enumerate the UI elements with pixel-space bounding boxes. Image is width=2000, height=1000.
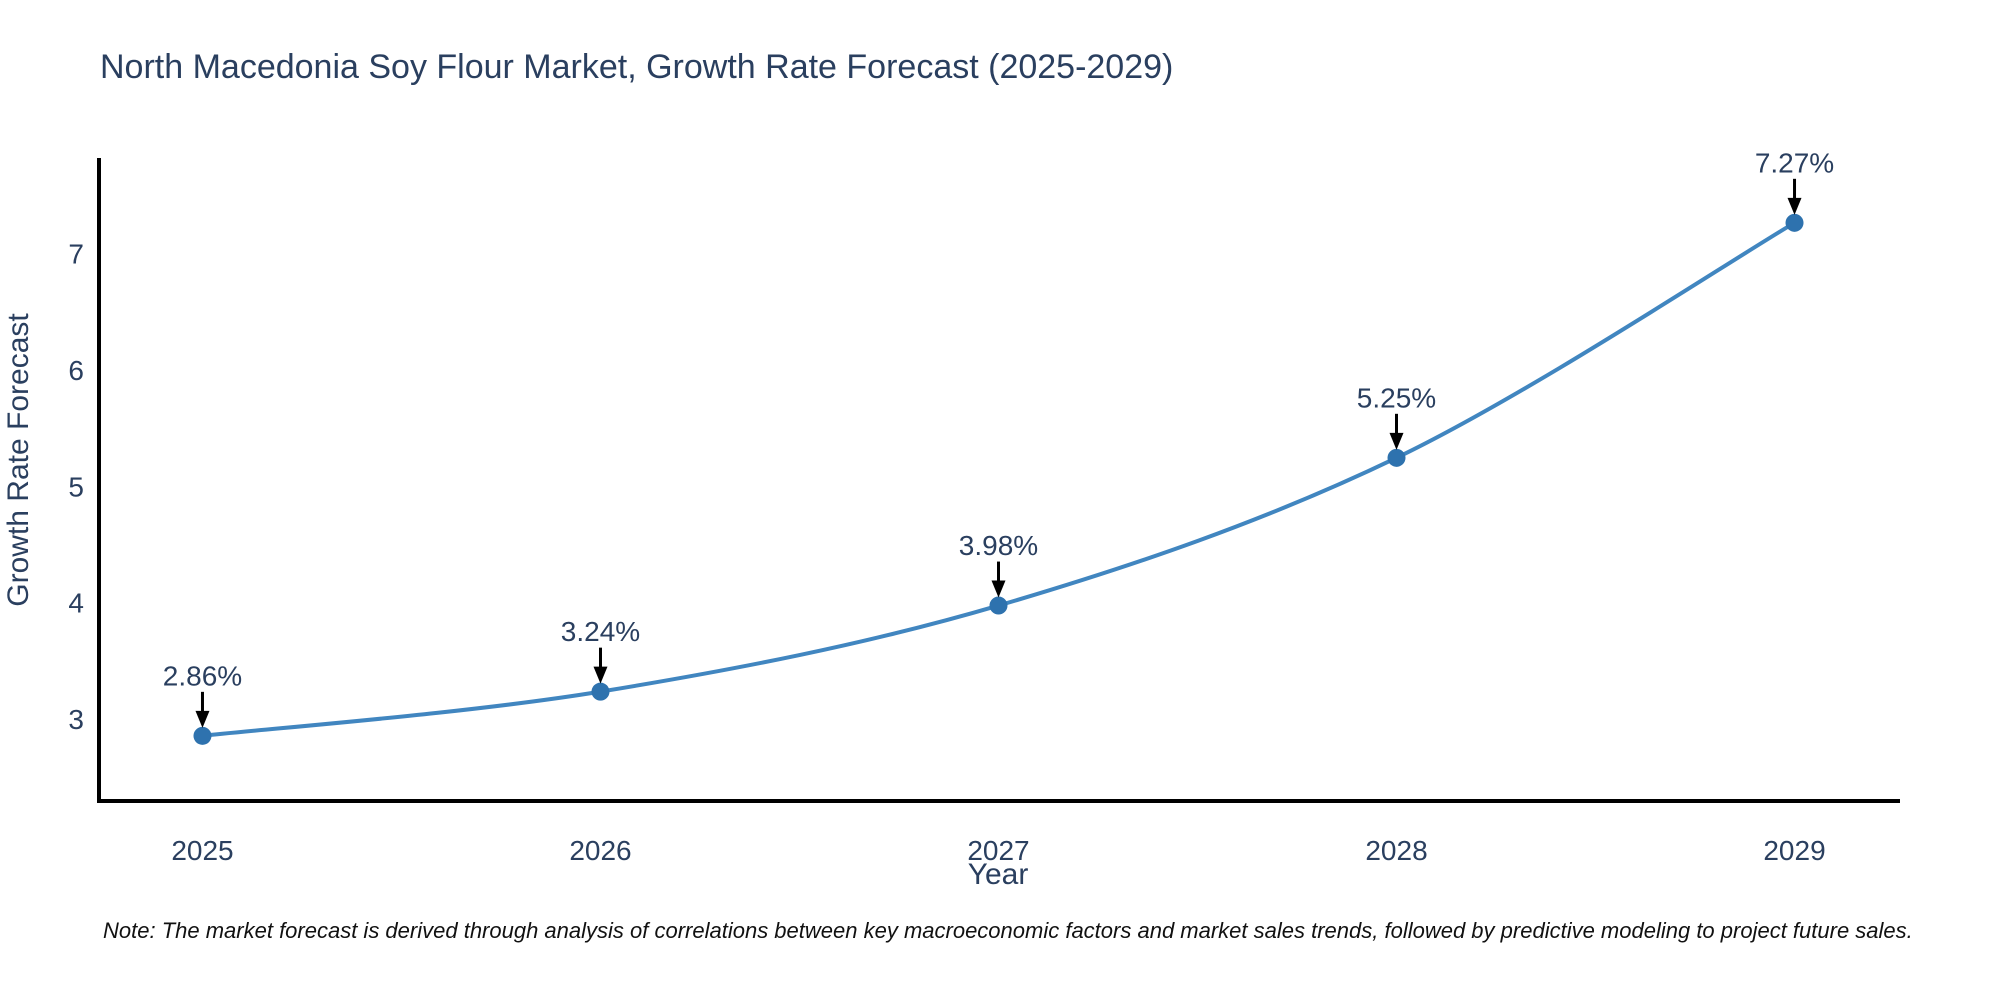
- x-axis-title: Year: [968, 858, 1029, 891]
- data-point-marker[interactable]: [989, 596, 1008, 615]
- x-tick-label: 2027: [967, 835, 1029, 866]
- y-axis-title: Growth Rate Forecast: [2, 313, 35, 607]
- y-tick-label: 6: [68, 355, 84, 386]
- point-value-label: 3.24%: [561, 616, 640, 647]
- y-tick-label: 5: [68, 471, 84, 502]
- annotation-arrow-head: [1389, 432, 1404, 450]
- data-point-marker[interactable]: [591, 682, 610, 701]
- data-point-marker[interactable]: [193, 726, 212, 745]
- point-value-label: 3.98%: [959, 530, 1038, 561]
- data-point-marker[interactable]: [1785, 213, 1804, 232]
- y-tick-label: 4: [68, 588, 84, 619]
- x-tick-label: 2025: [171, 835, 233, 866]
- x-tick-label: 2026: [569, 835, 631, 866]
- chart-note: Note: The market forecast is derived thr…: [103, 918, 1913, 943]
- annotation-arrow-head: [991, 580, 1006, 598]
- point-value-label: 2.86%: [163, 660, 242, 691]
- data-point-marker[interactable]: [1387, 448, 1406, 467]
- series-line: [200, 220, 1797, 738]
- point-annotations: 2.86% 3.24% 3.98% 5.25% 7.27%: [163, 147, 1834, 728]
- x-tick-label: 2028: [1365, 835, 1427, 866]
- y-axis-ticks: 3 4 5 6 7: [68, 239, 84, 735]
- plot-area[interactable]: [99, 160, 1898, 801]
- annotation-arrow-head: [593, 666, 608, 684]
- x-axis-ticks: 2025 2026 2027 2028 2029: [171, 835, 1825, 866]
- point-value-label: 5.25%: [1357, 382, 1436, 413]
- y-tick-label: 7: [68, 239, 84, 270]
- annotation-arrow-head: [1787, 197, 1802, 215]
- annotation-arrow-head: [195, 710, 210, 728]
- data-series: [193, 213, 1804, 745]
- point-value-label: 7.27%: [1755, 147, 1834, 178]
- y-tick-label: 3: [68, 704, 84, 735]
- chart-title: North Macedonia Soy Flour Market, Growth…: [100, 48, 1173, 86]
- x-tick-label: 2029: [1763, 835, 1825, 866]
